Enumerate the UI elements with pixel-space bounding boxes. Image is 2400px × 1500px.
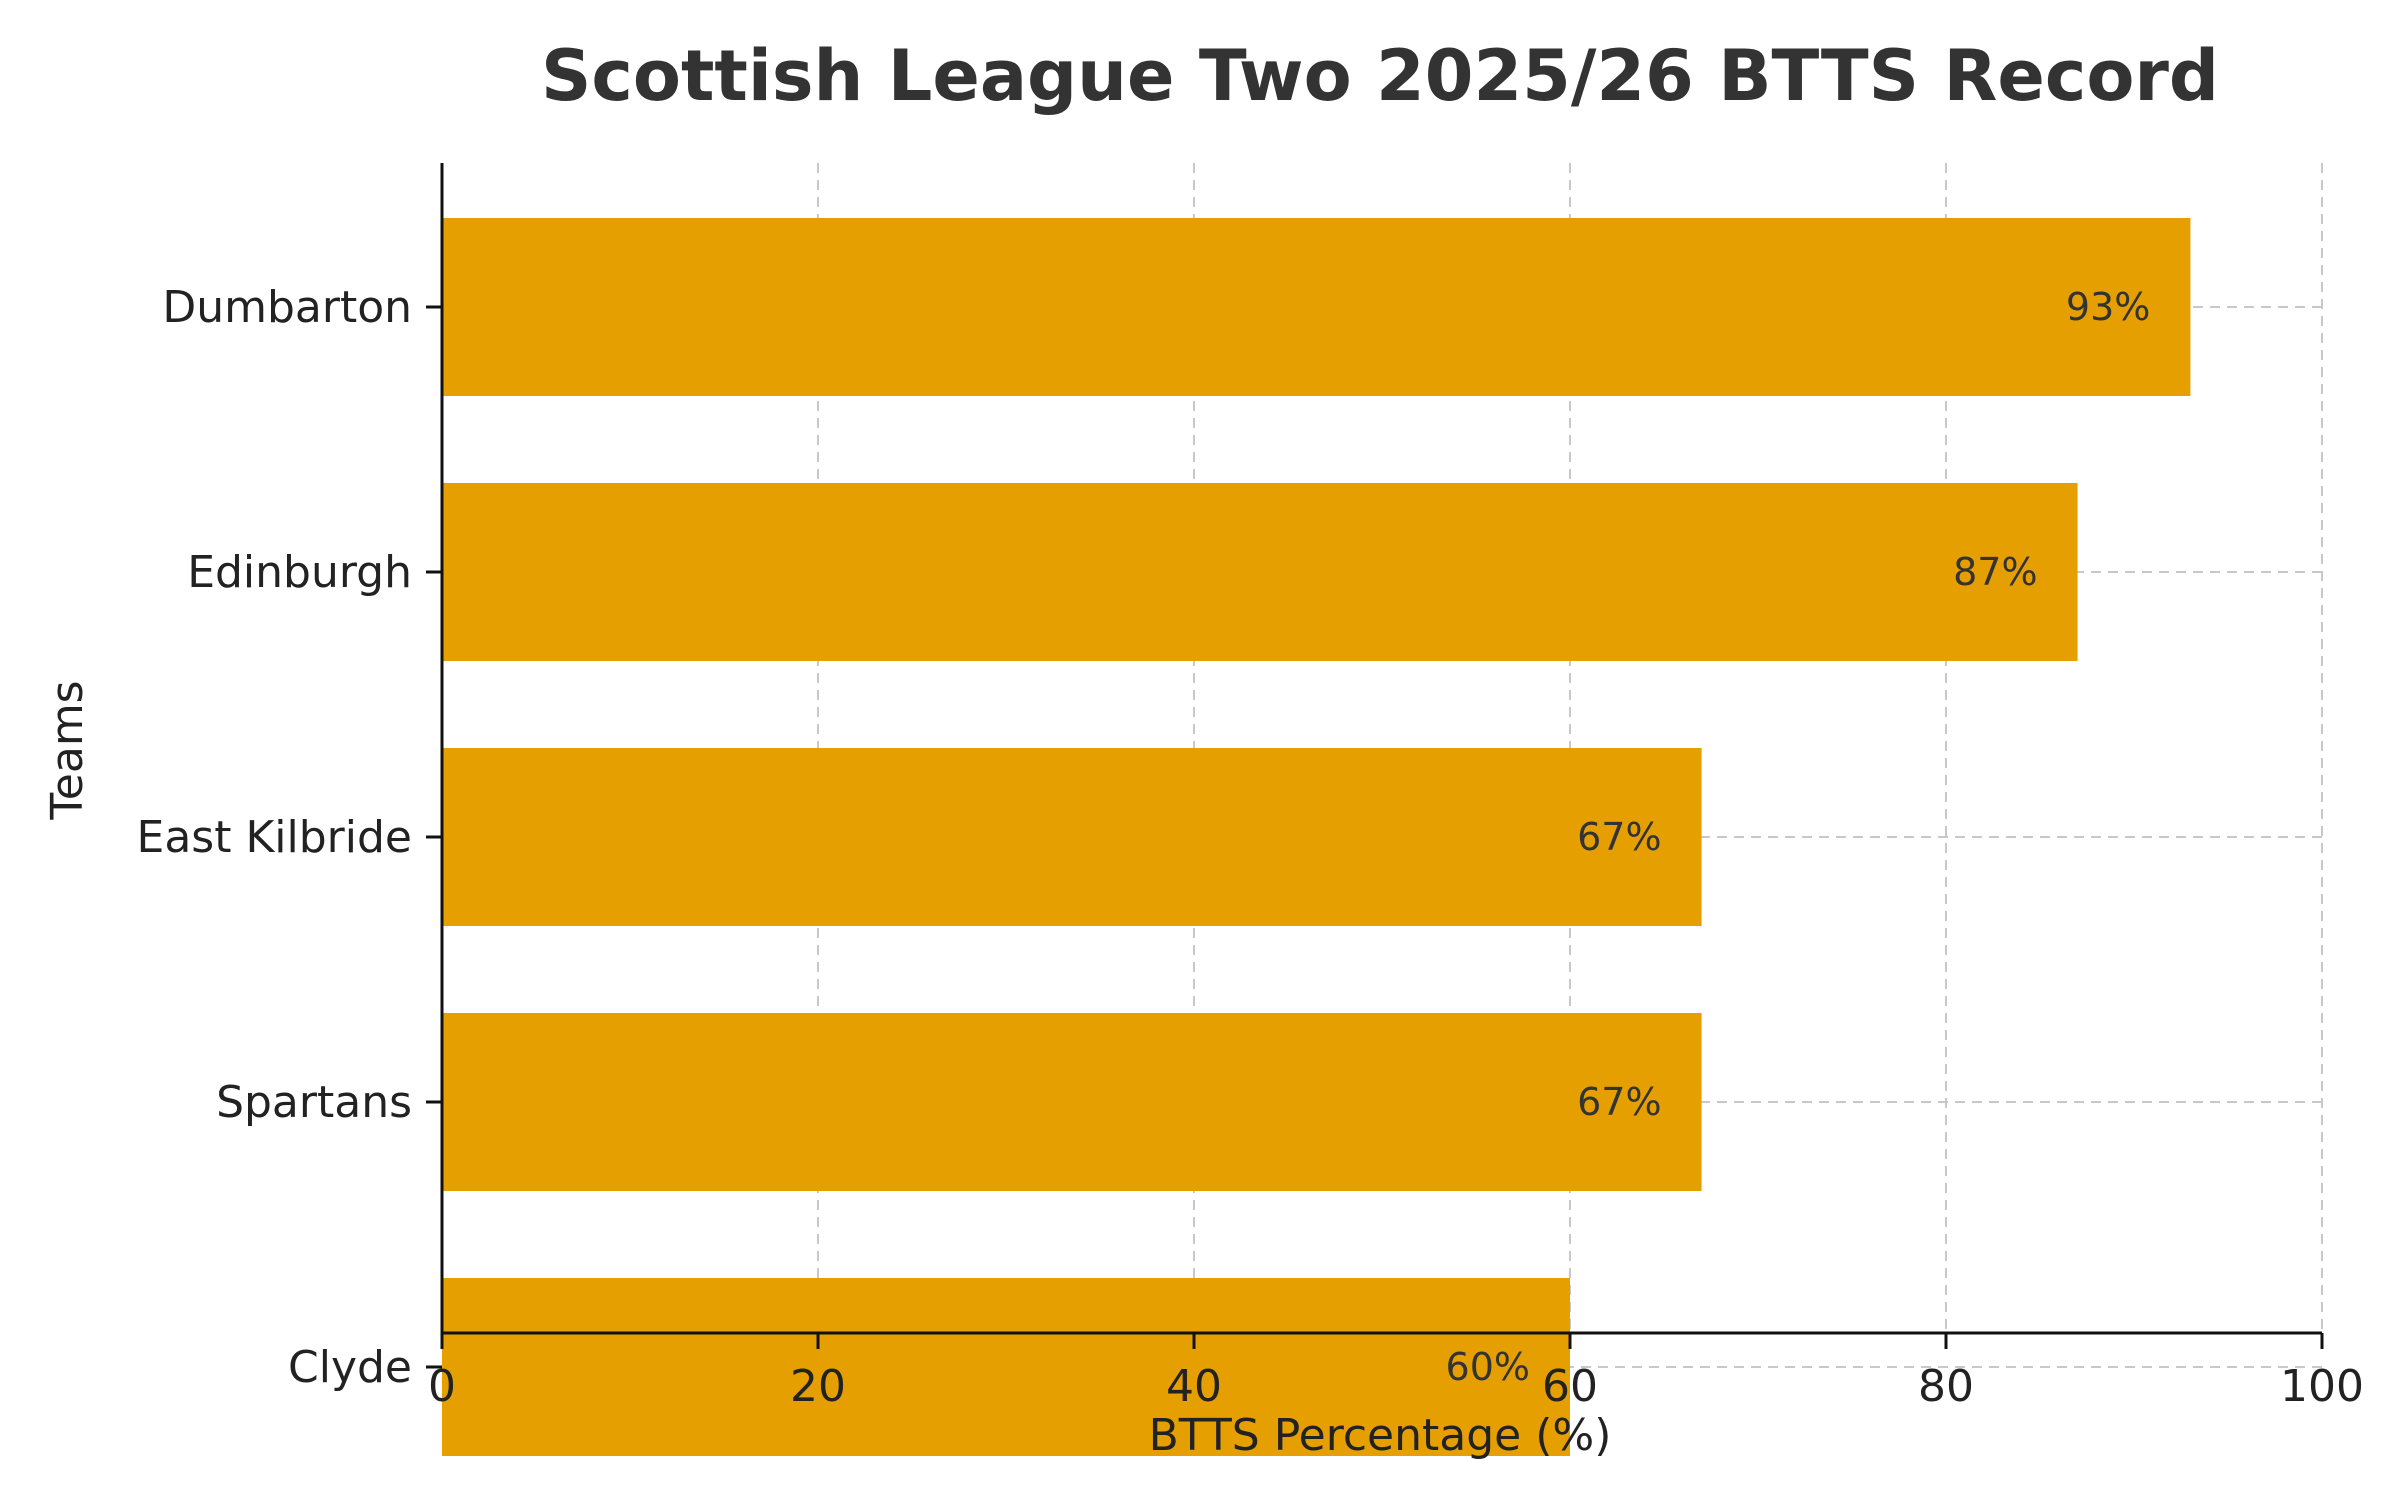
bar bbox=[442, 483, 2078, 661]
x-tick-label: 80 bbox=[1918, 1361, 1974, 1412]
data-label: 87% bbox=[1953, 550, 2037, 594]
y-axis-ticks: Dumbarton Edinburgh East Kilbride Spartans C… bbox=[137, 282, 442, 1393]
data-label: 60% bbox=[1446, 1345, 1530, 1389]
x-tick-label: 40 bbox=[1166, 1361, 1222, 1412]
y-tick-label: Edinburgh bbox=[187, 547, 412, 598]
chart-title: Scottish League Two 2025/26 BTTS Record bbox=[541, 35, 2219, 117]
x-tick-label: 60 bbox=[1542, 1361, 1598, 1412]
x-axis-ticks: 0 20 40 60 80 100 bbox=[428, 1333, 2364, 1412]
y-tick-label: Dumbarton bbox=[162, 282, 412, 333]
x-tick-label: 20 bbox=[790, 1361, 846, 1412]
y-tick-label: Spartans bbox=[216, 1077, 412, 1128]
x-tick-label: 0 bbox=[428, 1361, 456, 1412]
bar bbox=[442, 748, 1702, 926]
y-axis-label: Teams bbox=[42, 680, 93, 820]
data-label: 67% bbox=[1577, 815, 1661, 859]
axes bbox=[440, 163, 2322, 1335]
y-tick-label: Clyde bbox=[288, 1342, 412, 1393]
data-label: 67% bbox=[1577, 1080, 1661, 1124]
bar bbox=[442, 218, 2191, 396]
x-axis-label: BTTS Percentage (%) bbox=[1149, 1410, 1612, 1461]
data-labels: 93% 87% 67% 67% 60% bbox=[1446, 285, 2151, 1389]
data-label: 93% bbox=[2066, 285, 2150, 329]
bar bbox=[442, 1278, 1570, 1456]
y-tick-label: East Kilbride bbox=[137, 812, 412, 863]
bars bbox=[442, 218, 2191, 1456]
bar bbox=[442, 1013, 1702, 1191]
x-tick-label: 100 bbox=[2280, 1361, 2364, 1412]
